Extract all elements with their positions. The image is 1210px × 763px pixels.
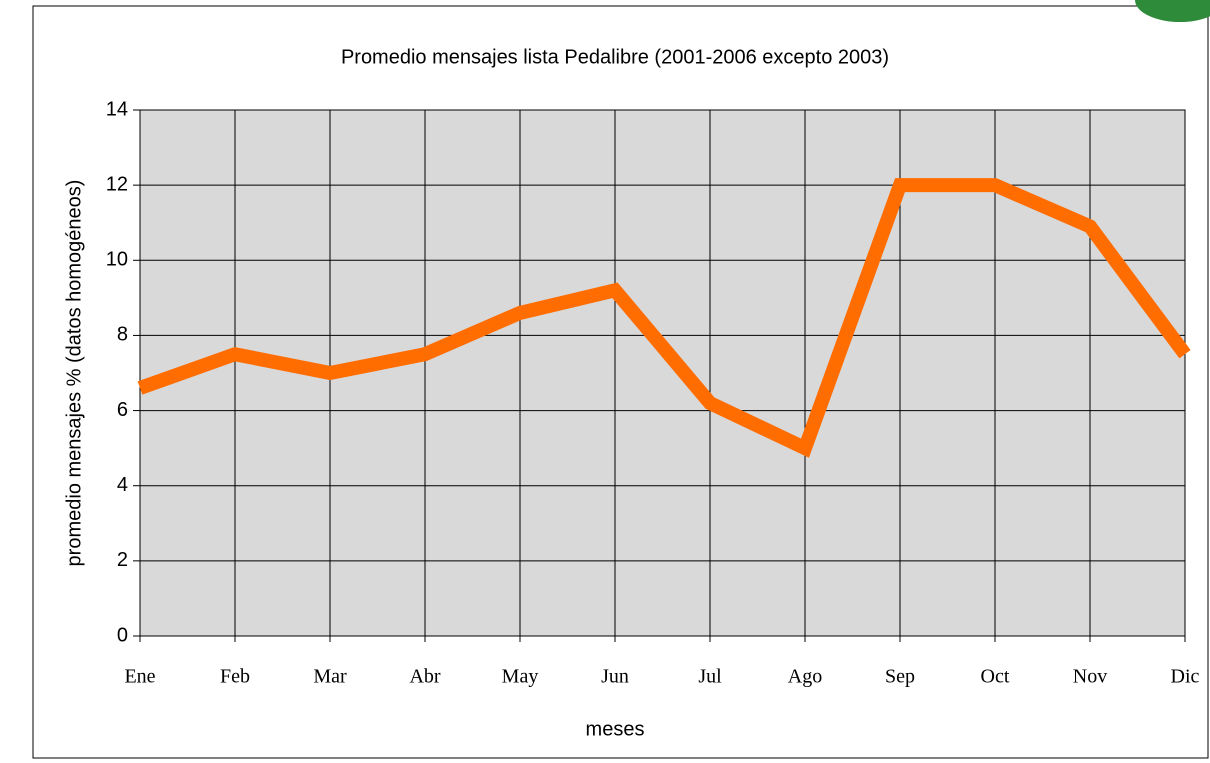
y-tick-label: 12 [106,173,128,195]
logo [1135,0,1210,22]
x-tick-label: Oct [981,666,1010,688]
x-tick-label: Ene [124,666,155,688]
y-tick-label: 10 [106,249,128,271]
x-tick-label: Ago [788,666,822,688]
x-tick-label: Abr [409,666,440,688]
y-axis-label: promedio mensajes % (datos homogéneos) [63,180,85,567]
x-tick-label: Jun [601,666,629,688]
x-tick-label: Nov [1073,666,1107,688]
x-tick-label: May [502,666,539,688]
y-tick-label: 4 [117,474,128,496]
x-tick-label: Feb [220,666,250,688]
chart-title: Promedio mensajes lista Pedalibre (2001-… [341,46,889,68]
y-tick-label: 2 [117,549,128,571]
x-axis-label: meses [586,718,645,740]
y-tick-label: 6 [117,399,128,421]
y-tick-label: 14 [106,98,128,120]
y-tick-label: 8 [117,324,128,346]
x-tick-label: Mar [313,666,347,688]
y-tick-label: 0 [117,624,128,646]
x-tick-label: Sep [885,666,915,688]
x-tick-label: Dic [1171,666,1200,688]
data-line [137,178,1191,458]
x-tick-label: Jul [698,666,722,688]
